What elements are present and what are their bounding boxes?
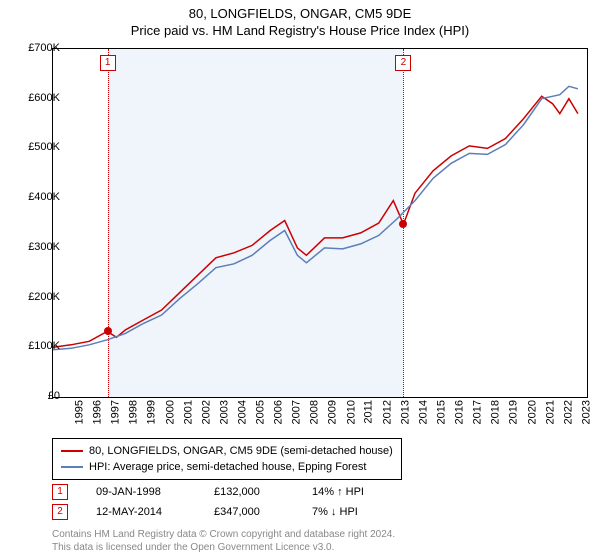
x-tick-label: 2003: [218, 400, 230, 424]
x-tick-label: 2009: [327, 400, 339, 424]
x-tick-label: 2017: [472, 400, 484, 424]
x-tick-label: 2013: [399, 400, 411, 424]
sales-date-1: 09-JAN-1998: [96, 482, 186, 502]
x-tick-label: 2001: [182, 400, 194, 424]
x-tick-label: 1996: [92, 400, 104, 424]
y-tick-label: £300K: [10, 241, 60, 253]
y-tick-label: £100K: [10, 340, 60, 352]
title-sub: Price paid vs. HM Land Registry's House …: [0, 23, 600, 38]
legend-swatch-hpi: [61, 466, 83, 468]
y-tick-label: £600K: [10, 92, 60, 104]
x-tick-label: 2019: [508, 400, 520, 424]
sales-marker-1: 1: [52, 484, 68, 500]
x-tick-label: 1999: [146, 400, 158, 424]
x-tick-label: 2004: [236, 400, 248, 424]
y-tick-label: £0: [10, 390, 60, 402]
x-tick-label: 2010: [345, 400, 357, 424]
x-tick-label: 2012: [381, 400, 393, 424]
x-tick-label: 2006: [273, 400, 285, 424]
sales-marker-2: 2: [52, 504, 68, 520]
x-tick-label: 1995: [73, 400, 85, 424]
x-tick-label: 2022: [562, 400, 574, 424]
sale-dot-1: [104, 327, 112, 335]
y-tick-label: £700K: [10, 42, 60, 54]
x-tick-label: 2021: [544, 400, 556, 424]
sales-price-2: £347,000: [214, 502, 284, 522]
legend-label-price: 80, LONGFIELDS, ONGAR, CM5 9DE (semi-det…: [89, 443, 393, 459]
x-tick-label: 2023: [580, 400, 592, 424]
sales-row-1: 1 09-JAN-1998 £132,000 14% ↑ HPI: [52, 482, 392, 502]
y-tick-label: £400K: [10, 191, 60, 203]
sales-price-1: £132,000: [214, 482, 284, 502]
x-tick-label: 2002: [200, 400, 212, 424]
x-tick-label: 2007: [291, 400, 303, 424]
footer-line-1: Contains HM Land Registry data © Crown c…: [52, 528, 395, 541]
x-tick-label: 2014: [417, 400, 429, 424]
x-tick-label: 2015: [436, 400, 448, 424]
x-tick-label: 2008: [309, 400, 321, 424]
footer-attribution: Contains HM Land Registry data © Crown c…: [52, 528, 395, 554]
sale-dot-2: [399, 220, 407, 228]
legend-label-hpi: HPI: Average price, semi-detached house,…: [89, 459, 366, 475]
x-tick-label: 2011: [362, 400, 374, 424]
series-line-hpi: [53, 86, 578, 350]
legend-swatch-price: [61, 450, 83, 452]
sales-diff-2: 7% ↓ HPI: [312, 502, 392, 522]
legend: 80, LONGFIELDS, ONGAR, CM5 9DE (semi-det…: [52, 438, 402, 480]
legend-item-price: 80, LONGFIELDS, ONGAR, CM5 9DE (semi-det…: [61, 443, 393, 459]
legend-item-hpi: HPI: Average price, semi-detached house,…: [61, 459, 393, 475]
chart-container: 80, LONGFIELDS, ONGAR, CM5 9DE Price pai…: [0, 0, 600, 560]
sale-marker-box-1: 1: [100, 55, 116, 71]
sales-date-2: 12-MAY-2014: [96, 502, 186, 522]
y-tick-label: £200K: [10, 291, 60, 303]
title-block: 80, LONGFIELDS, ONGAR, CM5 9DE Price pai…: [0, 0, 600, 38]
sales-row-2: 2 12-MAY-2014 £347,000 7% ↓ HPI: [52, 502, 392, 522]
x-tick-label: 1997: [110, 400, 122, 424]
line-series-svg: [53, 49, 587, 397]
footer-line-2: This data is licensed under the Open Gov…: [52, 541, 395, 554]
y-tick-label: £500K: [10, 141, 60, 153]
sales-table: 1 09-JAN-1998 £132,000 14% ↑ HPI 2 12-MA…: [52, 482, 392, 522]
chart-plot-area: 1 2: [52, 48, 588, 398]
x-tick-label: 1998: [128, 400, 140, 424]
x-tick-label: 2016: [454, 400, 466, 424]
x-tick-label: 2005: [255, 400, 267, 424]
x-tick-label: 2018: [490, 400, 502, 424]
sales-diff-1: 14% ↑ HPI: [312, 482, 392, 502]
x-tick-label: 2000: [164, 400, 176, 424]
title-main: 80, LONGFIELDS, ONGAR, CM5 9DE: [0, 6, 600, 21]
x-tick-label: 2020: [526, 400, 538, 424]
sale-marker-box-2: 2: [395, 55, 411, 71]
series-line-price_paid: [53, 96, 578, 347]
